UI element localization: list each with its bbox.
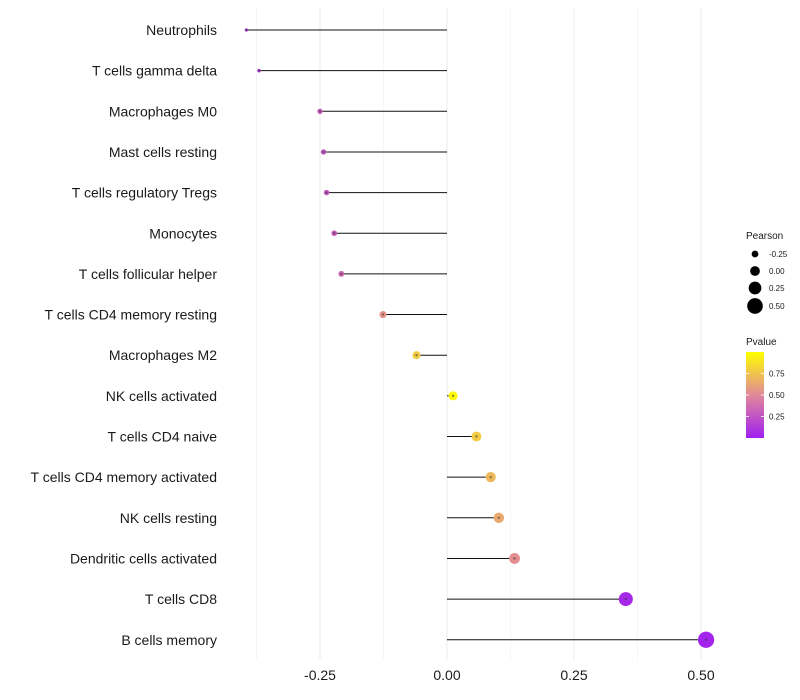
category-label: Dendritic cells activated [70,550,217,566]
pearson-size-legend: Pearson -0.25 0.00 0.25 0.50 [746,231,788,314]
category-label: Macrophages M2 [109,347,217,363]
category-label: Monocytes [149,225,217,241]
pvalue-legend-label: 0.25 [769,413,785,422]
category-label: T cells CD8 [145,591,217,607]
lollipop-point-center [333,232,336,235]
lollipop-point-center [513,557,516,560]
lollipop-point-center [489,475,492,479]
lollipop-point-center [704,638,708,641]
pearson-legend-title: Pearson [746,231,783,242]
pearson-legend-key [747,298,763,314]
category-label: T cells gamma delta [92,63,217,79]
pearson-legend-label: 0.25 [769,284,785,293]
x-tick-label: -0.25 [304,667,336,683]
category-label: T cells regulatory Tregs [72,185,217,201]
lollipop-point-center [340,272,343,276]
x-tick-label: 0.50 [687,667,714,683]
pearson-legend-key [750,266,760,276]
pvalue-color-legend: Pvalue 0.25 0.50 0.75 [746,337,785,438]
lollipop-point-center [325,191,328,194]
category-label: NK cells activated [106,388,217,404]
lollipop-point-center [475,435,478,438]
category-label: Macrophages M0 [109,103,217,119]
lollipop-point-center [257,69,261,72]
category-label: NK cells resting [120,510,217,526]
lollipop-point-center [415,354,418,357]
category-label: T cells CD4 naive [108,429,218,445]
category-label: T cells CD4 memory activated [31,469,217,485]
lollipop-point-center [322,150,325,154]
lollipop-point-center [381,313,385,316]
category-label: T cells CD4 memory resting [45,307,217,323]
grid-lines [256,8,702,660]
lollipop-stems [246,29,707,641]
pearson-legend-label: 0.00 [769,267,785,276]
x-tick-label: 0.25 [560,667,587,683]
category-label: T cells follicular helper [79,266,218,282]
category-label: Neutrophils [146,22,217,38]
lollipop-point-center [497,516,501,519]
pvalue-legend-label: 0.75 [769,370,785,379]
lollipop-point-center [245,28,248,32]
lollipop-points [244,28,715,648]
lollipop-point-center [624,597,628,601]
x-tick-label: 0.00 [433,667,460,683]
pvalue-legend-label: 0.50 [769,391,785,400]
pearson-legend-label: 0.50 [769,302,785,311]
pvalue-legend-title: Pvalue [746,337,777,348]
category-labels: Neutrophils T cells gamma delta Macrophage… [31,22,218,648]
x-tick-labels: -0.25 0.00 0.25 0.50 [304,667,715,683]
lollipop-point-center [451,394,455,398]
pearson-legend-key [748,281,762,295]
pearson-legend-key [751,250,759,258]
lollipop-point-center [318,110,322,113]
category-label: Mast cells resting [109,144,217,160]
pearson-legend-label: -0.25 [769,250,788,259]
category-label: B cells memory [121,632,217,648]
pvalue-colorbar [746,352,764,438]
